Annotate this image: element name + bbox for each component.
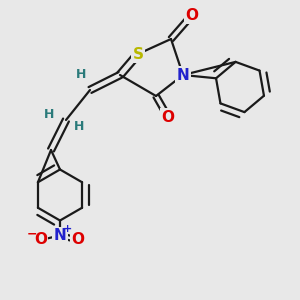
Text: H: H xyxy=(74,119,85,133)
Text: O: O xyxy=(71,232,85,247)
Text: O: O xyxy=(34,232,47,247)
Text: H: H xyxy=(76,68,86,82)
Text: +: + xyxy=(63,224,72,234)
Text: N: N xyxy=(54,228,66,243)
Text: N: N xyxy=(177,68,189,82)
Text: O: O xyxy=(185,8,199,22)
Text: S: S xyxy=(133,46,143,62)
Text: O: O xyxy=(161,110,175,124)
Text: −: − xyxy=(27,227,38,241)
Text: H: H xyxy=(44,107,55,121)
